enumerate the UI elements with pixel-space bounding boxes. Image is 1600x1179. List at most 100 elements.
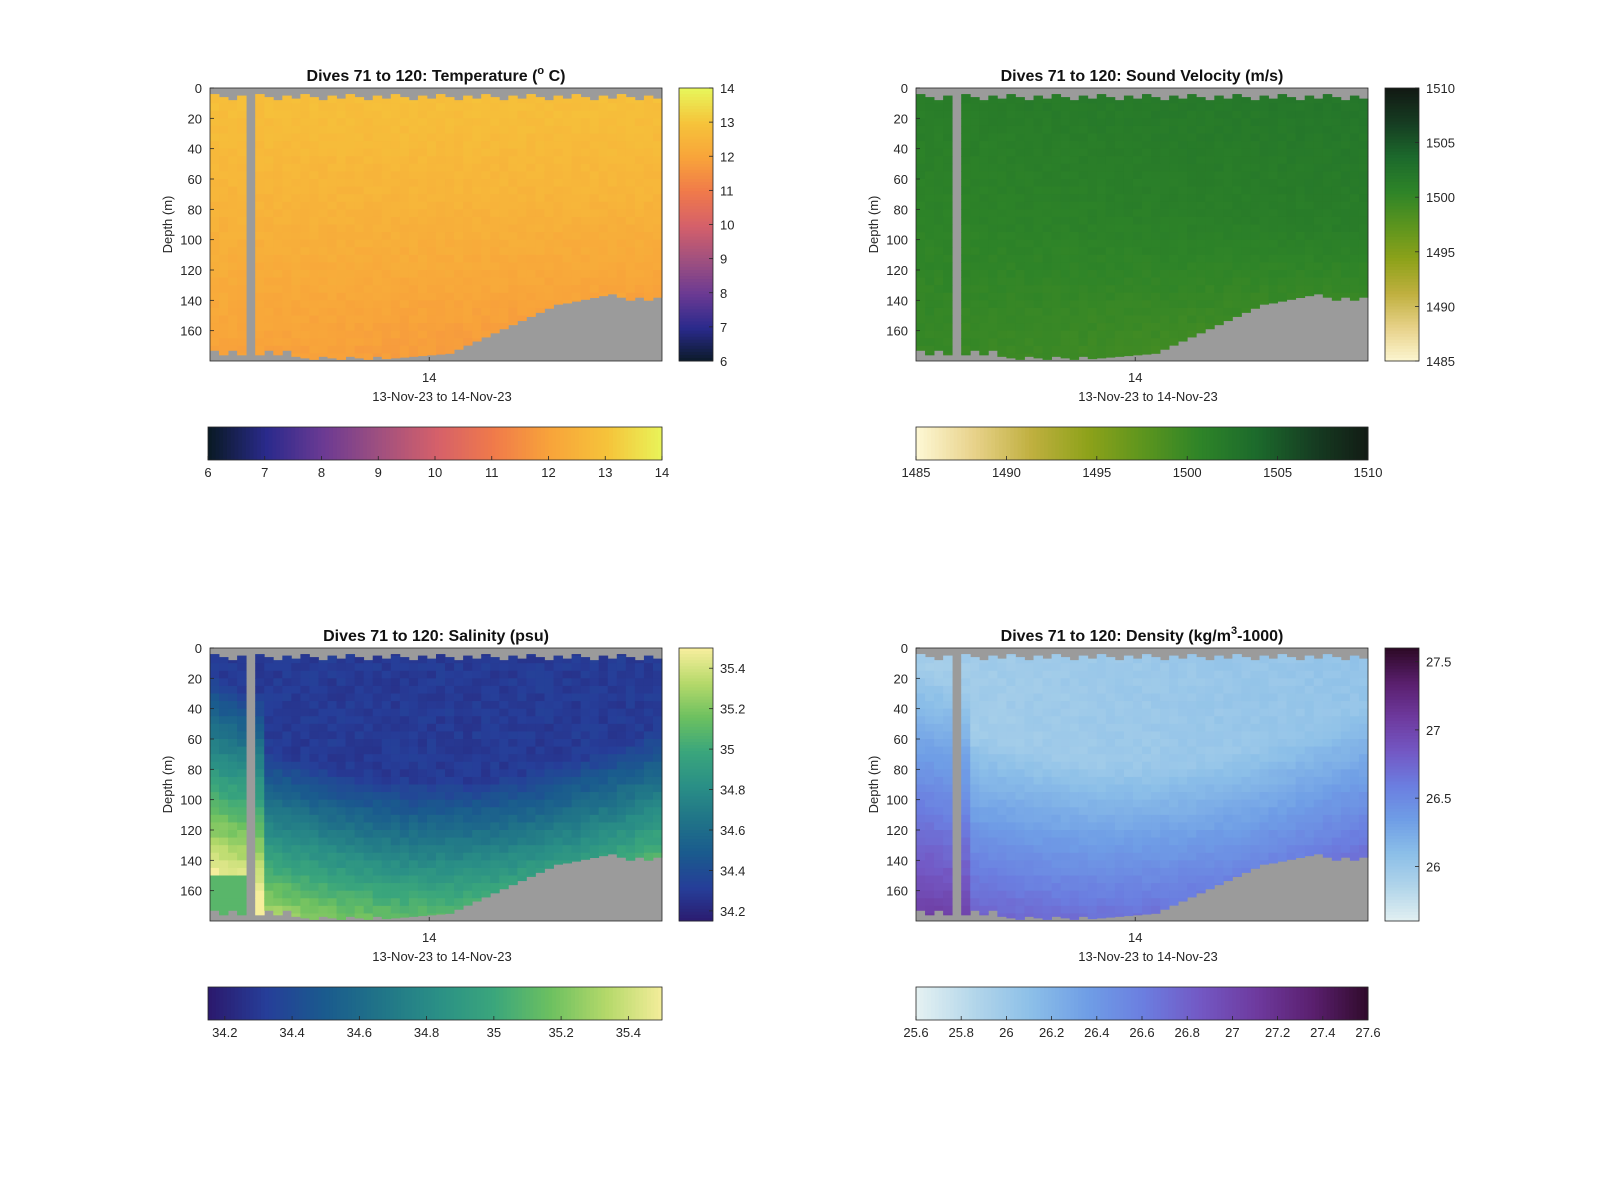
heatmap-cell	[454, 156, 464, 165]
heatmap-cell	[508, 179, 518, 187]
heatmap-cell	[1132, 232, 1143, 241]
heatmap-cell	[291, 254, 301, 263]
heatmap-cell	[1250, 141, 1260, 150]
heatmap-cell	[228, 315, 238, 324]
heatmap-cell	[607, 98, 618, 104]
heatmap-cell	[970, 254, 980, 263]
heatmap-cell	[934, 209, 944, 218]
heatmap-cell	[508, 239, 518, 248]
heatmap-cell	[544, 814, 554, 823]
heatmap-cell	[1187, 239, 1197, 248]
heatmap-cell	[544, 867, 554, 869]
heatmap-cell	[535, 860, 545, 869]
heatmap-cell	[481, 194, 491, 203]
heatmap-cell	[508, 807, 518, 816]
heatmap-cell	[652, 148, 663, 157]
heatmap-cell	[472, 232, 482, 241]
heatmap-cell	[408, 898, 419, 907]
heatmap-cell	[390, 315, 401, 324]
heatmap-cell	[1033, 156, 1043, 165]
heatmap-cell	[336, 156, 346, 165]
heatmap-cell	[363, 845, 374, 854]
colorbar-segment	[679, 291, 713, 295]
heatmap-cell	[399, 852, 410, 861]
heatmap-cell	[291, 300, 301, 309]
heatmap-cell	[426, 860, 437, 869]
heatmap-cell	[408, 867, 419, 876]
heatmap-cell	[1358, 133, 1369, 142]
heatmap-cell	[255, 179, 265, 187]
heatmap-cell	[436, 186, 446, 195]
heatmap-cell	[291, 883, 301, 892]
heatmap-cell	[454, 247, 464, 256]
heatmap-cell	[273, 292, 283, 301]
heatmap-cell	[490, 701, 500, 710]
heatmap-cell	[544, 133, 554, 142]
colorbar-segment	[1385, 115, 1419, 119]
heatmap-cell	[1096, 148, 1107, 157]
heatmap-cell	[273, 852, 283, 861]
heatmap-cell	[652, 216, 663, 225]
heatmap-cell	[1214, 277, 1224, 286]
heatmap-cell	[988, 186, 998, 195]
colorbar-segment	[679, 218, 713, 222]
heatmap-cell	[1069, 103, 1080, 112]
colorbar-segment	[679, 285, 713, 289]
heatmap-cell	[1024, 270, 1034, 278]
heatmap-cell	[336, 133, 346, 142]
heatmap-cell	[390, 890, 401, 899]
heatmap-cell	[1187, 232, 1197, 241]
y-tick-label: 100	[886, 233, 908, 248]
heatmap-cell	[381, 913, 392, 920]
heatmap-cell	[580, 186, 591, 195]
heatmap-cell	[1178, 315, 1188, 324]
heatmap-cell	[643, 148, 654, 157]
heatmap-cell	[237, 224, 247, 233]
heatmap-cell	[1160, 194, 1170, 203]
heatmap-cell	[634, 125, 645, 134]
colorbar-segment	[927, 427, 932, 460]
heatmap-cell	[499, 830, 509, 838]
heatmap-cell	[336, 270, 346, 278]
heatmap-cell	[445, 716, 455, 725]
heatmap-cell	[535, 685, 545, 694]
heatmap-cell	[454, 769, 464, 778]
heatmap-cell	[598, 103, 609, 112]
heatmap-cell	[417, 807, 428, 816]
heatmap-cell	[210, 94, 220, 96]
heatmap-cell	[291, 270, 301, 278]
heatmap-cell	[1024, 232, 1034, 241]
heatmap-cell	[571, 148, 582, 157]
heatmap-cell	[463, 776, 473, 785]
heatmap-cell	[472, 315, 482, 324]
heatmap-cell	[309, 345, 319, 354]
heatmap-cell	[1096, 171, 1107, 180]
heatmap-cell	[210, 247, 220, 256]
heatmap-cell	[562, 277, 572, 286]
heatmap-cell	[264, 776, 274, 785]
heatmap-cell	[454, 148, 464, 157]
heatmap-cell	[426, 845, 437, 854]
heatmap-cell	[264, 97, 274, 104]
heatmap-cell	[1340, 285, 1351, 294]
heatmap-cell	[625, 247, 636, 256]
heatmap-cell	[291, 731, 301, 740]
heatmap-cell	[1123, 95, 1134, 104]
heatmap-cell	[336, 860, 346, 869]
heatmap-cell	[526, 300, 536, 309]
heatmap-cell	[1169, 125, 1179, 134]
heatmap-cell	[1232, 186, 1242, 195]
heatmap-cell	[381, 852, 392, 861]
colorbar-segment	[679, 179, 713, 183]
heatmap-cell	[1042, 216, 1052, 225]
heatmap-cell	[472, 845, 482, 854]
heatmap-cell	[210, 867, 220, 876]
heatmap-cell	[934, 292, 944, 301]
heatmap-cell	[652, 133, 663, 142]
heatmap-cell	[264, 769, 274, 778]
chart-title-suffix: C)	[544, 68, 565, 85]
heatmap-cell	[210, 739, 220, 747]
heatmap-cell	[327, 890, 337, 899]
heatmap-cell	[607, 156, 618, 165]
heatmap-cell	[1078, 125, 1089, 134]
